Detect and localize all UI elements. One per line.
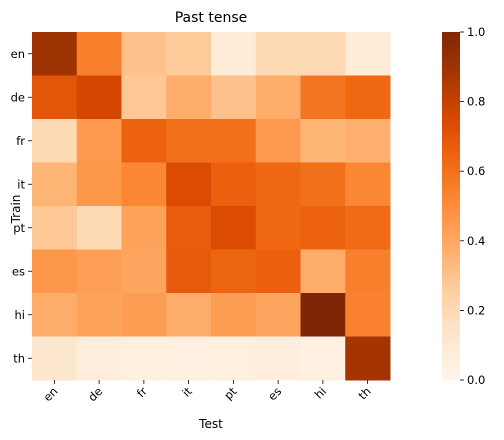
heatmap-cell xyxy=(345,32,391,76)
heatmap-cell xyxy=(345,336,391,381)
heatmap-cell xyxy=(345,249,391,294)
x-tick-label: it xyxy=(179,384,195,400)
x-tick-label: pt xyxy=(221,384,240,403)
heatmap-cell xyxy=(166,293,212,337)
y-tick-label: hi xyxy=(15,308,25,322)
heatmap-cells xyxy=(32,32,391,381)
colorbar-tick-label: 0.6 xyxy=(467,164,485,178)
colorbar xyxy=(442,32,460,380)
heatmap-cell xyxy=(32,293,78,337)
heatmap-cell xyxy=(76,119,122,163)
heatmap-cell xyxy=(121,249,167,294)
heatmap-cell xyxy=(345,293,391,337)
heatmap-cell xyxy=(255,75,301,120)
heatmap-cell xyxy=(166,336,212,381)
heatmap-cell xyxy=(300,162,346,207)
y-tick-label: en xyxy=(11,47,25,61)
heatmap-cell xyxy=(121,119,167,163)
heatmap-cell xyxy=(121,162,167,207)
heatmap-cell xyxy=(32,336,78,381)
heatmap-cell xyxy=(32,249,78,294)
heatmap-cell xyxy=(76,162,122,207)
heatmap-cell xyxy=(211,336,257,381)
x-tick-label: hi xyxy=(312,384,329,401)
heatmap-cell xyxy=(345,162,391,207)
heatmap-cell xyxy=(121,293,167,337)
heatmap-cell xyxy=(255,249,301,294)
colorbar-tick-label: 1.0 xyxy=(467,25,485,39)
heatmap-cell xyxy=(300,206,346,250)
colorbar-ticks: 0.0 0.2 0.4 0.6 0.8 1.0 xyxy=(460,25,485,387)
heatmap-cell xyxy=(166,249,212,294)
colorbar-tick-label: 0.4 xyxy=(467,234,485,248)
heatmap-cell xyxy=(121,206,167,250)
heatmap-cell xyxy=(211,75,257,120)
x-tick-label: en xyxy=(40,384,60,404)
heatmap-cell xyxy=(300,336,346,381)
heatmap-cell xyxy=(211,206,257,250)
heatmap-cell xyxy=(255,336,301,381)
heatmap-cell xyxy=(211,249,257,294)
heatmap-cell xyxy=(211,119,257,163)
heatmap-cell xyxy=(32,162,78,207)
heatmap-cell xyxy=(255,206,301,250)
chart-title: Past tense xyxy=(175,10,248,26)
x-tick-label: fr xyxy=(134,384,150,400)
y-axis-ticks: en de fr it pt es hi th xyxy=(11,47,32,365)
x-axis-ticks: en de fr it pt es hi th xyxy=(40,380,374,404)
heatmap-cell xyxy=(76,75,122,120)
heatmap-cell xyxy=(255,293,301,337)
y-tick-label: de xyxy=(11,90,25,104)
heatmap-cell xyxy=(32,32,78,76)
colorbar-tick-label: 0.8 xyxy=(467,95,485,109)
heatmap-cell xyxy=(300,32,346,76)
heatmap-cell xyxy=(121,336,167,381)
heatmap-cell xyxy=(345,206,391,250)
heatmap-cell xyxy=(255,162,301,207)
heatmap-cell xyxy=(76,293,122,337)
heatmap-cell xyxy=(211,32,257,76)
colorbar-tick-label: 0.2 xyxy=(467,303,485,317)
heatmap-cell xyxy=(300,119,346,163)
heatmap-cell xyxy=(300,293,346,337)
y-tick-label: es xyxy=(12,264,25,278)
x-tick-label: es xyxy=(265,384,284,403)
heatmap-cell xyxy=(345,119,391,163)
heatmap-cell xyxy=(32,206,78,250)
heatmap-cell xyxy=(76,249,122,294)
heatmap-cell xyxy=(255,119,301,163)
heatmap-cell xyxy=(345,75,391,120)
heatmap-cell xyxy=(121,75,167,120)
colorbar-tick-label: 0.0 xyxy=(467,373,485,387)
heatmap-cell xyxy=(166,206,212,250)
heatmap-cell xyxy=(211,162,257,207)
y-tick-label: it xyxy=(17,177,25,191)
y-tick-label: pt xyxy=(13,221,25,235)
x-axis-label: Test xyxy=(198,417,223,431)
heatmap-cell xyxy=(32,75,78,120)
heatmap-cell xyxy=(211,293,257,337)
heatmap-cell xyxy=(255,32,301,76)
y-tick-label: fr xyxy=(16,134,25,148)
heatmap-cell xyxy=(76,32,122,76)
heatmap-cell xyxy=(166,162,212,207)
heatmap-cell xyxy=(76,206,122,250)
x-tick-label: th xyxy=(355,384,373,402)
heatmap-cell xyxy=(300,75,346,120)
heatmap-cell xyxy=(121,32,167,76)
heatmap-cell xyxy=(300,249,346,294)
x-tick-label: de xyxy=(85,384,105,404)
heatmap-cell xyxy=(32,119,78,163)
y-axis-label: Train xyxy=(9,195,23,225)
heatmap-cell xyxy=(166,32,212,76)
y-tick-label: th xyxy=(13,351,25,365)
heatmap-cell xyxy=(166,75,212,120)
heatmap-cell xyxy=(76,336,122,381)
heatmap-cell xyxy=(166,119,212,163)
